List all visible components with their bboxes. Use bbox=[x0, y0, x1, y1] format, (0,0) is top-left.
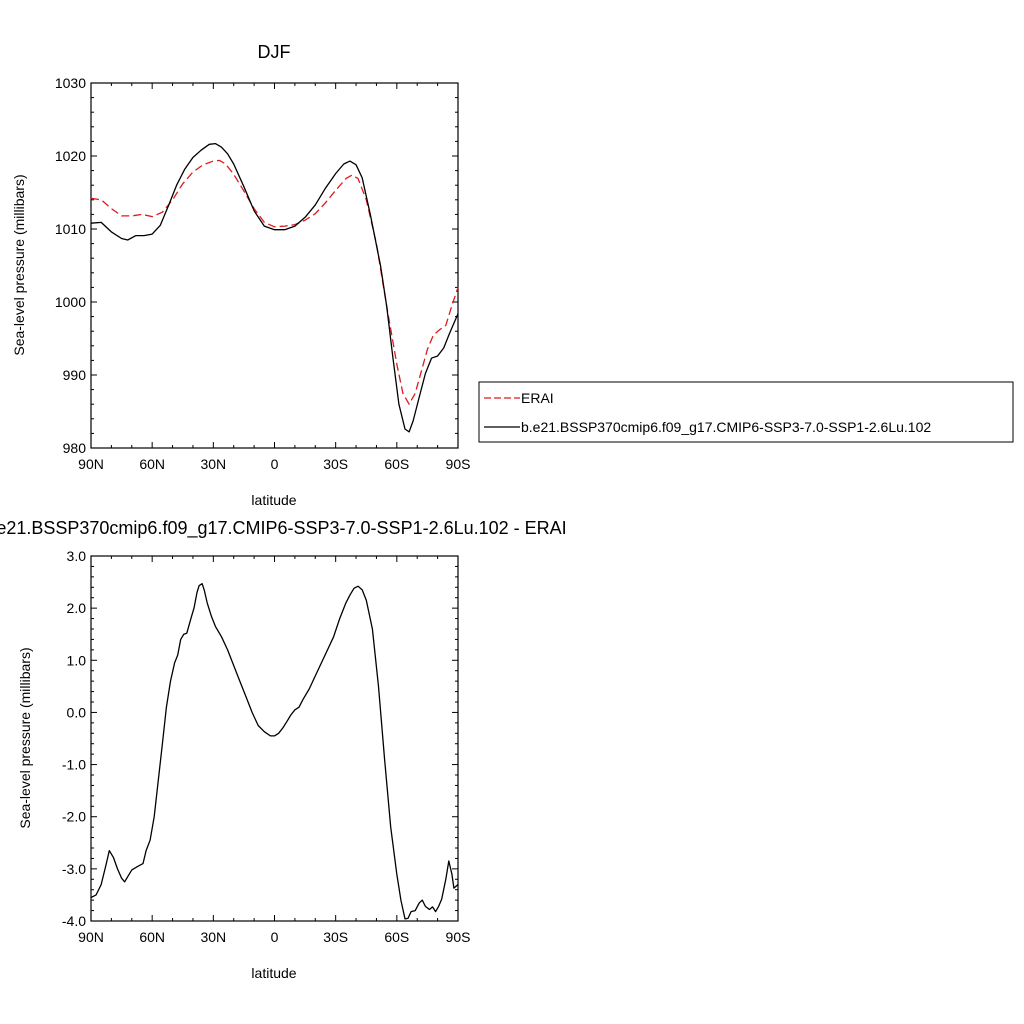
y-tick-label: 1.0 bbox=[67, 652, 87, 668]
x-tick-label: 30N bbox=[200, 456, 226, 472]
x-tick-label: 90S bbox=[446, 929, 471, 945]
y-tick-label: 1020 bbox=[55, 148, 86, 164]
y-tick-label: -2.0 bbox=[62, 809, 86, 825]
plot-area: -4.0 -3.0 -2.0 -1.0 0.0 1.0 2.0 3.0 90N 60N 30N 0 30… bbox=[62, 548, 471, 945]
x-tick-label: 60N bbox=[139, 929, 165, 945]
legend-label-model: b.e21.BSSP370cmip6.f09_g17.CMIP6-SSP3-7.… bbox=[521, 419, 931, 435]
y-axis-label: Sea-level pressure (millibars) bbox=[11, 174, 27, 355]
x-tick-label: 0 bbox=[271, 929, 279, 945]
x-tick-label: 90S bbox=[446, 456, 471, 472]
y-tick-label: 980 bbox=[63, 440, 87, 456]
series-line-difference bbox=[90, 582, 459, 920]
series-line-erai bbox=[90, 159, 459, 405]
x-axis-label: latitude bbox=[251, 492, 296, 508]
legend: ERAI b.e21.BSSP370cmip6.f09_g17.CMIP6-SS… bbox=[478, 381, 1014, 443]
y-tick-label: -4.0 bbox=[62, 913, 86, 929]
legend-label-erai: ERAI bbox=[521, 390, 554, 406]
x-axis-label: latitude bbox=[251, 965, 296, 981]
chart-title: b.e21.BSSP370cmip6.f09_g17.CMIP6-SSP3-7.… bbox=[0, 518, 567, 539]
x-tick-label: 60S bbox=[384, 456, 409, 472]
y-tick-label: -3.0 bbox=[62, 861, 86, 877]
x-tick-label: 30S bbox=[323, 929, 348, 945]
x-tick-label: 60S bbox=[384, 929, 409, 945]
y-axis-label: Sea-level pressure (millibars) bbox=[17, 647, 33, 828]
x-tick-label: 0 bbox=[271, 456, 279, 472]
difference-panel: b.e21.BSSP370cmip6.f09_g17.CMIP6-SSP3-7.… bbox=[0, 518, 567, 981]
y-tick-label: 1000 bbox=[55, 294, 86, 310]
plot-frame bbox=[90, 555, 459, 922]
x-tick-label: 30S bbox=[323, 456, 348, 472]
x-tick-label: 90N bbox=[78, 929, 104, 945]
x-tick-label: 30N bbox=[200, 929, 226, 945]
plot-area: 980 990 1000 1010 1020 1030 90N 60N 30N 0 30S 60S 90… bbox=[55, 75, 471, 472]
y-tick-label: 1030 bbox=[55, 75, 86, 91]
series-line-model bbox=[90, 142, 459, 433]
y-tick-label: 1010 bbox=[55, 221, 86, 237]
y-tick-label: 0.0 bbox=[67, 704, 87, 720]
x-tick-label: 60N bbox=[139, 456, 165, 472]
y-tick-label: -1.0 bbox=[62, 757, 86, 773]
djf-slp-panel: DJF Sea-level pressure (millibars) latit… bbox=[11, 42, 470, 508]
y-tick-label: 3.0 bbox=[67, 548, 87, 564]
legend-box bbox=[478, 381, 1014, 443]
chart-title: DJF bbox=[258, 42, 291, 62]
y-tick-label: 2.0 bbox=[67, 600, 87, 616]
x-tick-label: 90N bbox=[78, 456, 104, 472]
y-tick-label: 990 bbox=[63, 367, 87, 383]
